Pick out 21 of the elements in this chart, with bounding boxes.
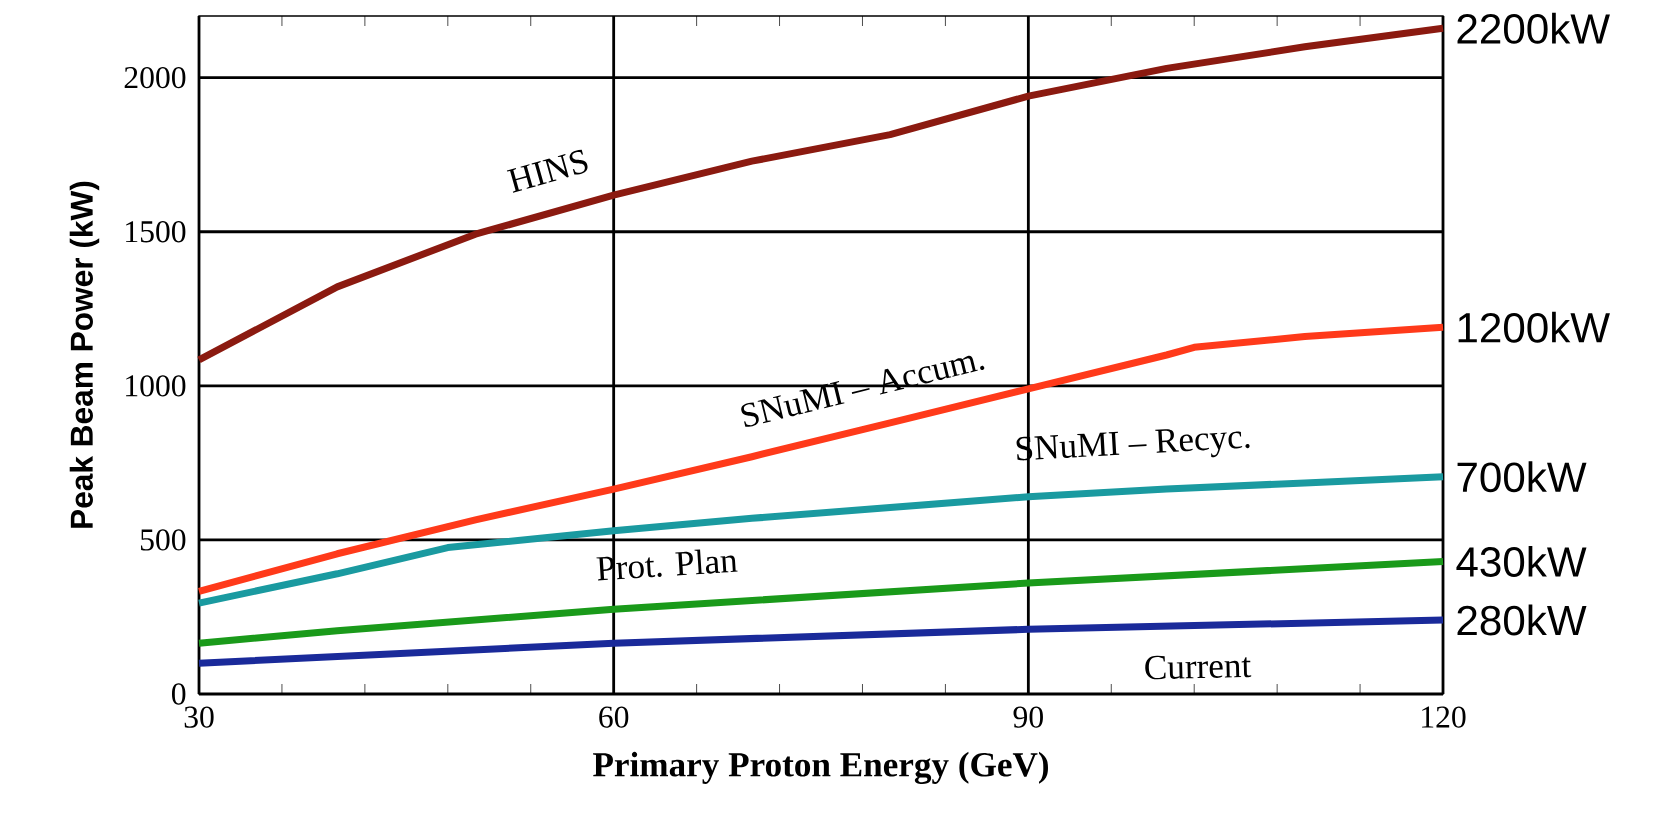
text: 1200kW xyxy=(1458,311,1610,343)
x-tick-label: 30 xyxy=(184,706,214,728)
x-axis-title: Primary Proton Energy (GeV) xyxy=(593,751,1048,785)
text: 700kW xyxy=(1457,461,1587,493)
text: HINS xyxy=(506,149,588,193)
x-tick-label: 120 xyxy=(1422,706,1466,728)
text: 430kW xyxy=(1456,546,1587,577)
y-tick-label: 2000 xyxy=(124,66,186,89)
text: 2200kW xyxy=(1457,12,1610,44)
text: 280kW xyxy=(1457,604,1587,636)
series-label: Current xyxy=(1145,655,1252,680)
y-axis-title: Peak Beam Power (kW) xyxy=(69,181,100,528)
series-label: Prot. Plan xyxy=(596,549,738,581)
text: SNuMI – Accum. xyxy=(741,355,985,427)
y-tick-label: 1000 xyxy=(126,375,186,397)
series-label: SNuMI – Recyc. xyxy=(1016,429,1250,461)
x-tick-label: 90 xyxy=(1013,706,1043,728)
y-tick-label: 1500 xyxy=(126,221,186,243)
y-tick-label: 0 xyxy=(171,683,186,705)
x-tick-label: 60 xyxy=(599,706,629,728)
y-tick-label: 500 xyxy=(140,529,186,551)
